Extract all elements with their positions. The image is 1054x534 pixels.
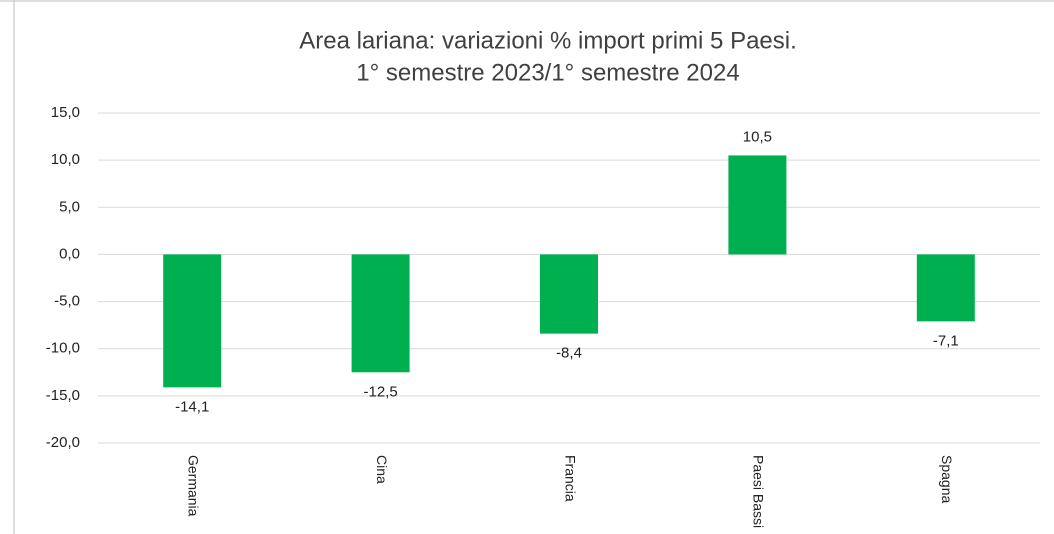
y-tick-label: -5,0 [54, 293, 80, 310]
y-tick-label: 5,0 [59, 198, 80, 215]
y-tick-label: 10,0 [51, 151, 80, 168]
data-label: -8,4 [556, 345, 582, 362]
y-tick-label: -20,0 [46, 434, 80, 451]
bar [728, 155, 787, 255]
data-label: -12,5 [363, 383, 397, 400]
x-tick-label: Francia [562, 455, 578, 502]
chart-title: 1° semestre 2023/1° semestre 2024 [356, 59, 739, 86]
x-tick-label: Spagna [939, 455, 955, 503]
bar [916, 254, 975, 322]
y-tick-label: 0,0 [59, 245, 80, 262]
chart-title: Area lariana: variazioni % import primi … [299, 27, 797, 54]
bar [163, 254, 222, 388]
data-label: -7,1 [933, 332, 959, 349]
bar [540, 254, 598, 334]
y-tick-label: -15,0 [46, 387, 80, 404]
y-tick-label: -10,0 [46, 340, 80, 357]
x-tick-label: Paesi Bassi [751, 455, 767, 528]
x-tick-label: Cina [374, 455, 390, 484]
bar [351, 254, 410, 373]
data-label: 10,5 [743, 128, 772, 145]
x-tick-label: Germania [185, 455, 201, 517]
y-tick-label: 15,0 [51, 104, 80, 121]
data-label: -14,1 [175, 398, 209, 415]
